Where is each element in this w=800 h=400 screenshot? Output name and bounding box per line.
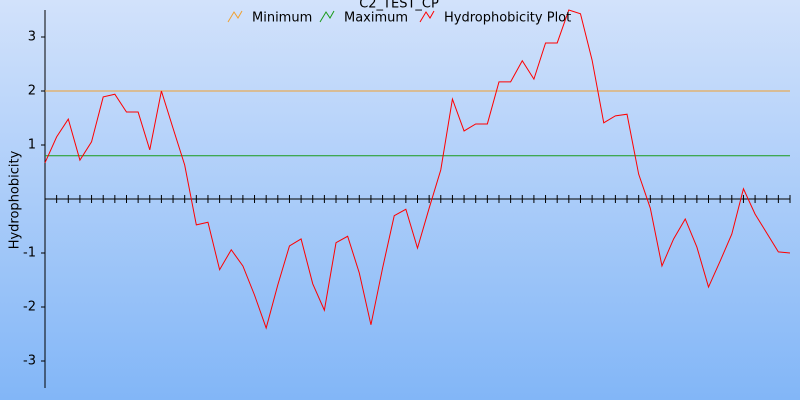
- legend-label: Maximum: [344, 11, 408, 26]
- y-tick-label: 2: [28, 84, 36, 99]
- legend-icon: [319, 10, 335, 23]
- y-tick-label: -2: [23, 300, 36, 315]
- y-tick-label: 1: [28, 138, 36, 153]
- chart-title: C2_TEST_CP: [359, 0, 439, 12]
- legend-icon: [227, 10, 243, 23]
- y-axis-label: Hydrophobicity: [8, 150, 23, 249]
- y-tick-label: -1: [23, 246, 36, 261]
- legend-label: Hydrophobicity Plot: [444, 11, 571, 26]
- y-tick-label: -3: [23, 354, 36, 369]
- legend-label: Minimum: [252, 11, 312, 26]
- data-line: [44, 9, 791, 330]
- legend-icon: [419, 10, 435, 23]
- y-tick-label: 3: [28, 30, 36, 45]
